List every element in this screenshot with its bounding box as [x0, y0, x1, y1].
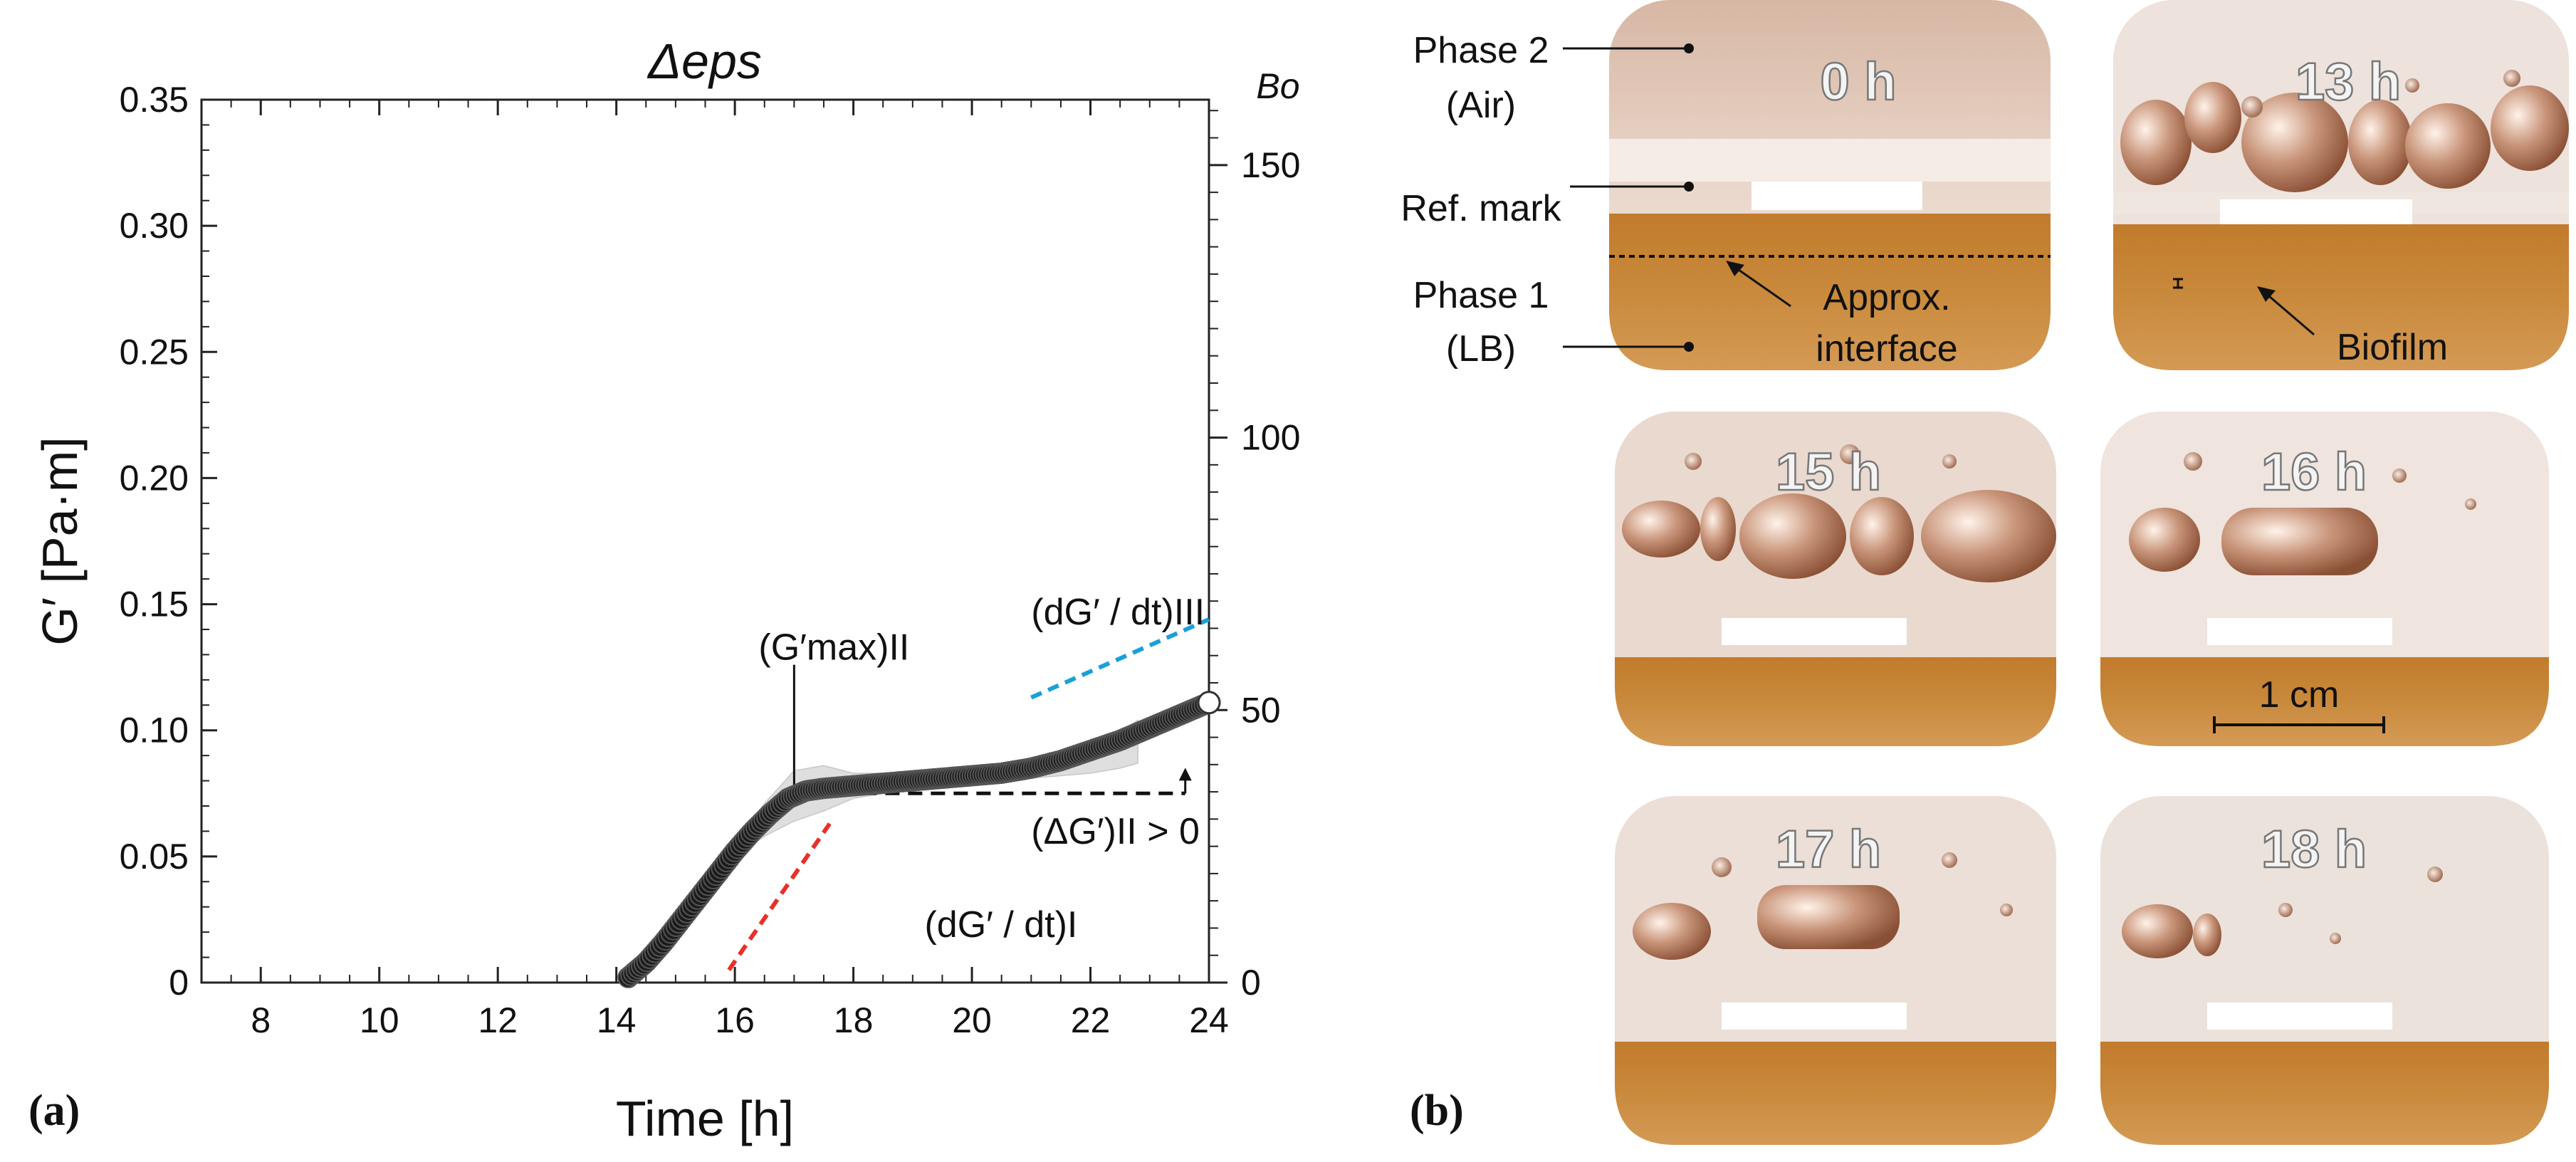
- photo-13h: 13 h: [2113, 0, 2569, 370]
- droplets: [2120, 70, 2569, 192]
- label-phase1: Phase 1: [1413, 275, 1549, 316]
- annotation-slope-iii: (dG′ / dt)III: [1031, 592, 1205, 633]
- label-phase2-air: (Air): [1446, 85, 1516, 126]
- photo-18h: 18 h: [2100, 796, 2549, 1145]
- y-tick-labels: 0 0.05 0.10 0.15 0.20 0.25 0.30 0.35: [120, 80, 189, 1003]
- y2-tick-labels: 0 50 100 150: [1241, 145, 1300, 1003]
- time-label-17h: 17 h: [1776, 820, 1881, 879]
- x-tick-label: 14: [597, 1000, 637, 1040]
- y-tick-label: 0.20: [120, 458, 189, 498]
- x-tick-label: 24: [1189, 1000, 1229, 1040]
- x-tick-label: 22: [1071, 1000, 1111, 1040]
- data-markers: [617, 691, 1221, 988]
- slope-i-line: [727, 822, 832, 971]
- time-label-18h: 18 h: [2261, 820, 2367, 879]
- time-label-16h: 16 h: [2261, 442, 2367, 501]
- y-tick-label: 0.25: [120, 332, 189, 372]
- y-tick-label: 0.15: [120, 585, 189, 624]
- y-tick-label: 0.10: [120, 711, 189, 750]
- data-point-last: [1197, 691, 1221, 715]
- photo-15h: 15 h: [1615, 412, 2056, 746]
- annotation-gmax: (G′max)II: [758, 627, 909, 669]
- delta-arrow-head: [1178, 768, 1192, 781]
- time-label-0h: 0 h: [1821, 52, 1897, 111]
- x-tick-labels: 8 10 12 14 16 18 20 22 24: [251, 1000, 1228, 1040]
- x-tick-label: 20: [952, 1000, 992, 1040]
- slope-iii-line: [1030, 617, 1210, 700]
- y-axis-title: G′ [Pa·m]: [32, 436, 88, 645]
- y-tick-label: 0.30: [120, 206, 189, 246]
- x-tick-label: 16: [715, 1000, 755, 1040]
- y2-tick-label: 50: [1241, 690, 1281, 730]
- x-tick-label: 12: [478, 1000, 518, 1040]
- annotation-delta: (ΔG′)II > 0: [1031, 811, 1200, 852]
- y2-tick-label: 100: [1241, 418, 1300, 458]
- panel-label-a: (a): [28, 1087, 80, 1135]
- y-tick-label: 0.05: [120, 837, 189, 876]
- photo-0h: 0 h: [1609, 0, 2051, 370]
- y-tick-label: 0: [169, 963, 189, 1003]
- guide-lines: [727, 617, 1210, 971]
- label-approx: Approx.: [1823, 277, 1950, 318]
- chart-title: Δeps: [646, 33, 762, 89]
- label-biofilm: Biofilm: [2337, 327, 2448, 368]
- photo-16h: 16 h 1 cm: [2100, 412, 2549, 746]
- tick-marks: [201, 98, 1227, 984]
- time-label-15h: 15 h: [1776, 442, 1881, 501]
- label-phase1-lb: (LB): [1446, 328, 1516, 370]
- x-tick-label: 18: [834, 1000, 874, 1040]
- label-phase2: Phase 2: [1413, 30, 1549, 71]
- scale-bar-label: 1 cm: [2259, 674, 2340, 716]
- photo-annotations: Phase 2 (Air) Ref. mark Phase 1 (LB) App…: [1400, 30, 2448, 370]
- time-label-13h: 13 h: [2295, 52, 2401, 111]
- x-axis-title: Time [h]: [616, 1091, 794, 1146]
- label-interface: interface: [1816, 328, 1957, 370]
- y2-axis-title: Bo: [1256, 66, 1299, 106]
- panel-label-b: (b): [1410, 1087, 1464, 1135]
- annotation-slope-i: (dG′ / dt)I: [924, 904, 1077, 946]
- chart-a: 8 10 12 14 16 18 20 22 24 00.050.100.150.200.250…: [28, 33, 1300, 1146]
- label-ref-mark: Ref. mark: [1400, 188, 1561, 229]
- y-tick-label: 0.35: [120, 80, 189, 120]
- photo-panel-b: (b) 0 h: [1400, 0, 2569, 1145]
- y2-tick-label: 150: [1241, 145, 1300, 185]
- y2-tick-label: 0: [1241, 963, 1261, 1003]
- photo-17h: 17 h: [1615, 796, 2056, 1145]
- x-tick-label: 10: [360, 1000, 399, 1040]
- x-tick-label: 8: [251, 1000, 271, 1040]
